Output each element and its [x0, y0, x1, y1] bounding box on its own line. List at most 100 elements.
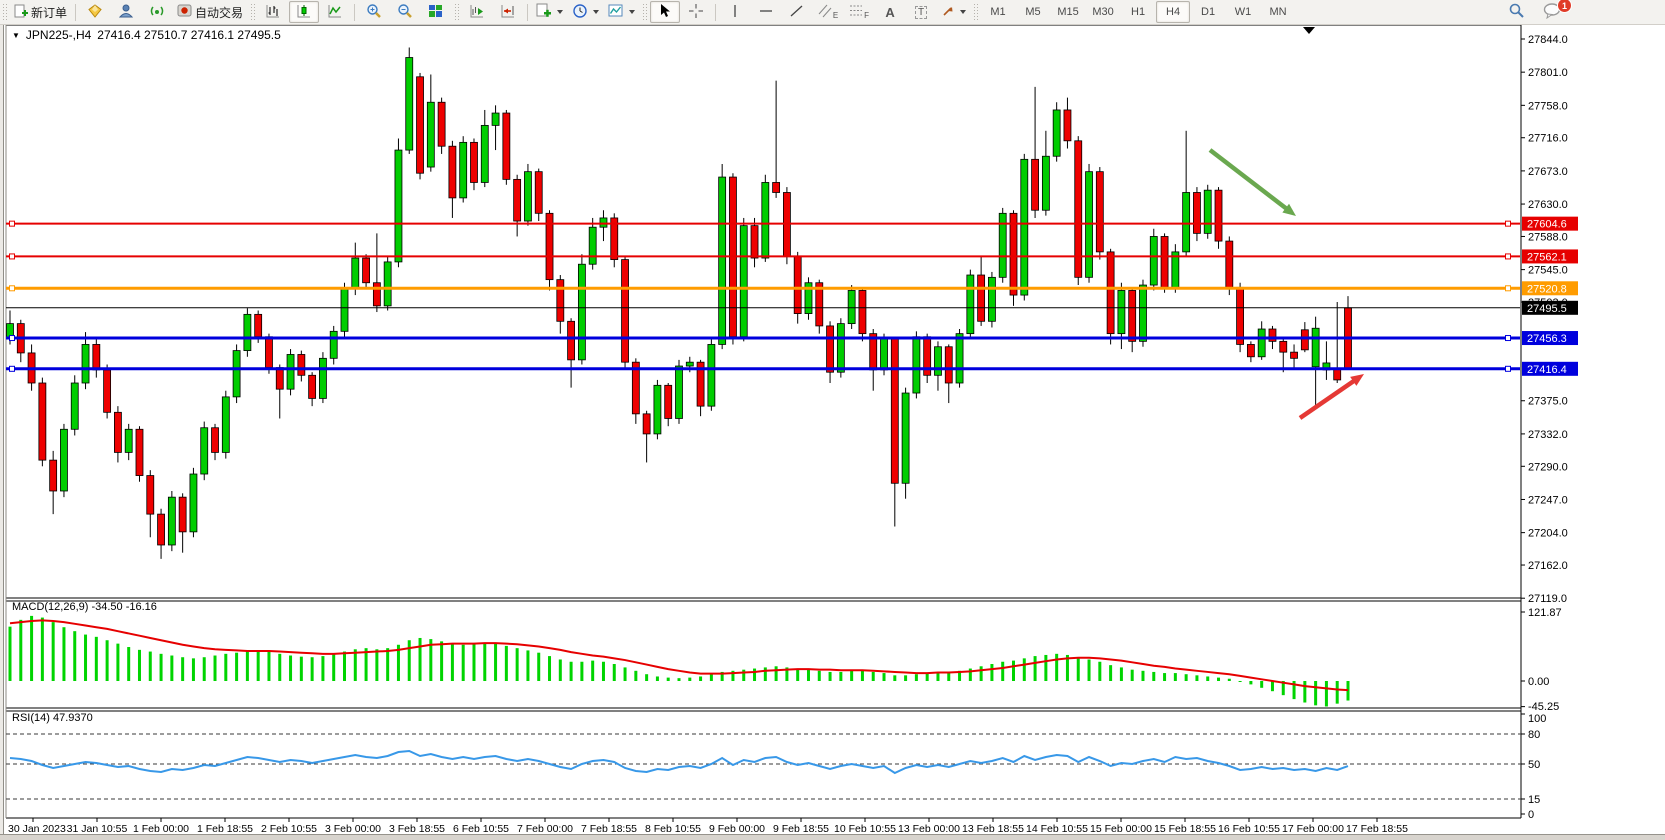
tf-d1[interactable]: D1: [1201, 6, 1216, 18]
trendline-tool[interactable]: [782, 1, 812, 23]
fibonacci-tool[interactable]: F: [844, 1, 874, 23]
horizontal-line-tool[interactable]: [751, 1, 781, 23]
search-button[interactable]: [1501, 1, 1531, 23]
candlestick-chart-button[interactable]: [289, 1, 320, 23]
line-handle: [1505, 220, 1511, 227]
rsi-indicator-label: RSI(14) 47.9370: [12, 712, 93, 724]
macd-bar: [504, 645, 508, 681]
bear-candle: [297, 354, 306, 376]
market-watch-button[interactable]: [80, 1, 110, 23]
text-tool[interactable]: A: [875, 1, 905, 23]
bear-candle: [254, 313, 263, 338]
bar-chart-button[interactable]: [258, 1, 288, 23]
chart-shift-button[interactable]: [493, 1, 523, 23]
macd-bar: [958, 670, 962, 681]
separator: [527, 3, 529, 21]
arrows-tool[interactable]: [937, 1, 970, 23]
bull-candle: [804, 282, 813, 314]
crosshair-tool-button[interactable]: [681, 1, 711, 23]
text-label-tool[interactable]: T: [906, 1, 936, 23]
bull-candle: [1311, 327, 1320, 368]
toolbar-grip[interactable]: [973, 3, 979, 21]
macd-bar: [968, 668, 972, 681]
separator: [715, 3, 717, 21]
current-price: 27495.5: [6, 300, 1578, 315]
bear-candle: [534, 171, 543, 214]
zoom-out-button[interactable]: [390, 1, 420, 23]
vertical-line-tool[interactable]: [720, 1, 750, 23]
chart-menu-arrow[interactable]: ▼: [12, 30, 20, 40]
green-down-arrow[interactable]: [1208, 148, 1291, 213]
macd-bar: [224, 653, 228, 681]
channel-tool[interactable]: E: [813, 1, 843, 23]
tf-h1[interactable]: H1: [1131, 6, 1146, 18]
bear-candle: [1300, 329, 1309, 351]
bull-candle: [1149, 236, 1158, 286]
bull-candle: [599, 217, 608, 228]
line-handle: [1505, 365, 1511, 372]
macd-bar: [1109, 665, 1113, 681]
bull-candle: [480, 124, 489, 183]
tf-m30[interactable]: M30: [1092, 6, 1114, 18]
bear-candle: [362, 257, 370, 284]
chart-shift-marker[interactable]: [1303, 27, 1315, 34]
macd-bar: [655, 676, 659, 681]
tf-mn[interactable]: MN: [1269, 6, 1287, 18]
toolbar-grip[interactable]: [2, 3, 7, 21]
toolbar-grip[interactable]: [250, 3, 256, 21]
cursor-tool-button[interactable]: [650, 1, 681, 23]
broadcast-button[interactable]: [142, 1, 172, 23]
person-icon: [118, 3, 134, 22]
line-handle: [1505, 253, 1511, 260]
tile-windows-button[interactable]: [421, 1, 451, 23]
macd-bar: [1249, 681, 1253, 685]
new-chart-button[interactable]: [532, 1, 567, 23]
toolbar-grip[interactable]: [454, 3, 460, 21]
macd-bar: [1098, 661, 1102, 681]
periods-button[interactable]: [568, 1, 603, 23]
macd-bar: [1195, 675, 1199, 681]
bear-candle: [556, 279, 565, 322]
tf-h4[interactable]: H4: [1156, 1, 1191, 23]
macd-bar: [1130, 669, 1134, 681]
bull-candle: [847, 290, 856, 325]
line-chart-button[interactable]: [320, 1, 350, 23]
svg-text:27119.0: 27119.0: [1528, 593, 1567, 605]
macd-bar: [429, 639, 433, 681]
macd-bar: [472, 643, 476, 681]
bear-candle: [977, 274, 986, 322]
auto-scroll-button[interactable]: [462, 1, 492, 23]
autotrading-button[interactable]: 自动交易: [173, 1, 247, 23]
level-lines[interactable]: 27604.6 27562.1 27520.8 27456.3 27416.4: [6, 216, 1578, 376]
trendline-icon: [789, 3, 805, 22]
svg-text:15: 15: [1528, 794, 1540, 806]
date-label: 1 Feb 00:00: [133, 823, 189, 835]
notifications-button[interactable]: 1: [1537, 0, 1572, 23]
svg-text:27290.0: 27290.0: [1528, 461, 1568, 473]
profile-button[interactable]: [111, 1, 141, 23]
red-up-arrow[interactable]: [1298, 377, 1358, 420]
templates-button[interactable]: [604, 1, 639, 23]
bull-candle: [1139, 284, 1147, 342]
macd-bar: [418, 637, 422, 681]
toolbar-grip[interactable]: [642, 3, 648, 21]
new-order-button[interactable]: 新订单: [10, 1, 71, 23]
autotrading-icon: [177, 3, 192, 21]
chart-shift-icon: [500, 3, 516, 22]
tf-m1[interactable]: M1: [990, 6, 1006, 18]
tf-m5[interactable]: M5: [1025, 6, 1041, 18]
svg-text:27673.0: 27673.0: [1528, 166, 1568, 178]
date-label: 6 Feb 10:55: [453, 823, 509, 835]
bull-candle: [524, 171, 532, 222]
zoom-in-button[interactable]: [359, 1, 389, 23]
annotation-arrows[interactable]: [1208, 148, 1364, 420]
tf-w1[interactable]: W1: [1234, 6, 1252, 18]
tf-m15[interactable]: M15: [1057, 6, 1079, 18]
bull-candle: [221, 396, 230, 453]
bull-candle: [836, 323, 845, 373]
text-label-tool-label: T: [914, 5, 928, 19]
bear-candle: [1290, 351, 1298, 359]
svg-text:0.00: 0.00: [1528, 676, 1549, 688]
notification-badge[interactable]: 1: [1557, 0, 1572, 13]
